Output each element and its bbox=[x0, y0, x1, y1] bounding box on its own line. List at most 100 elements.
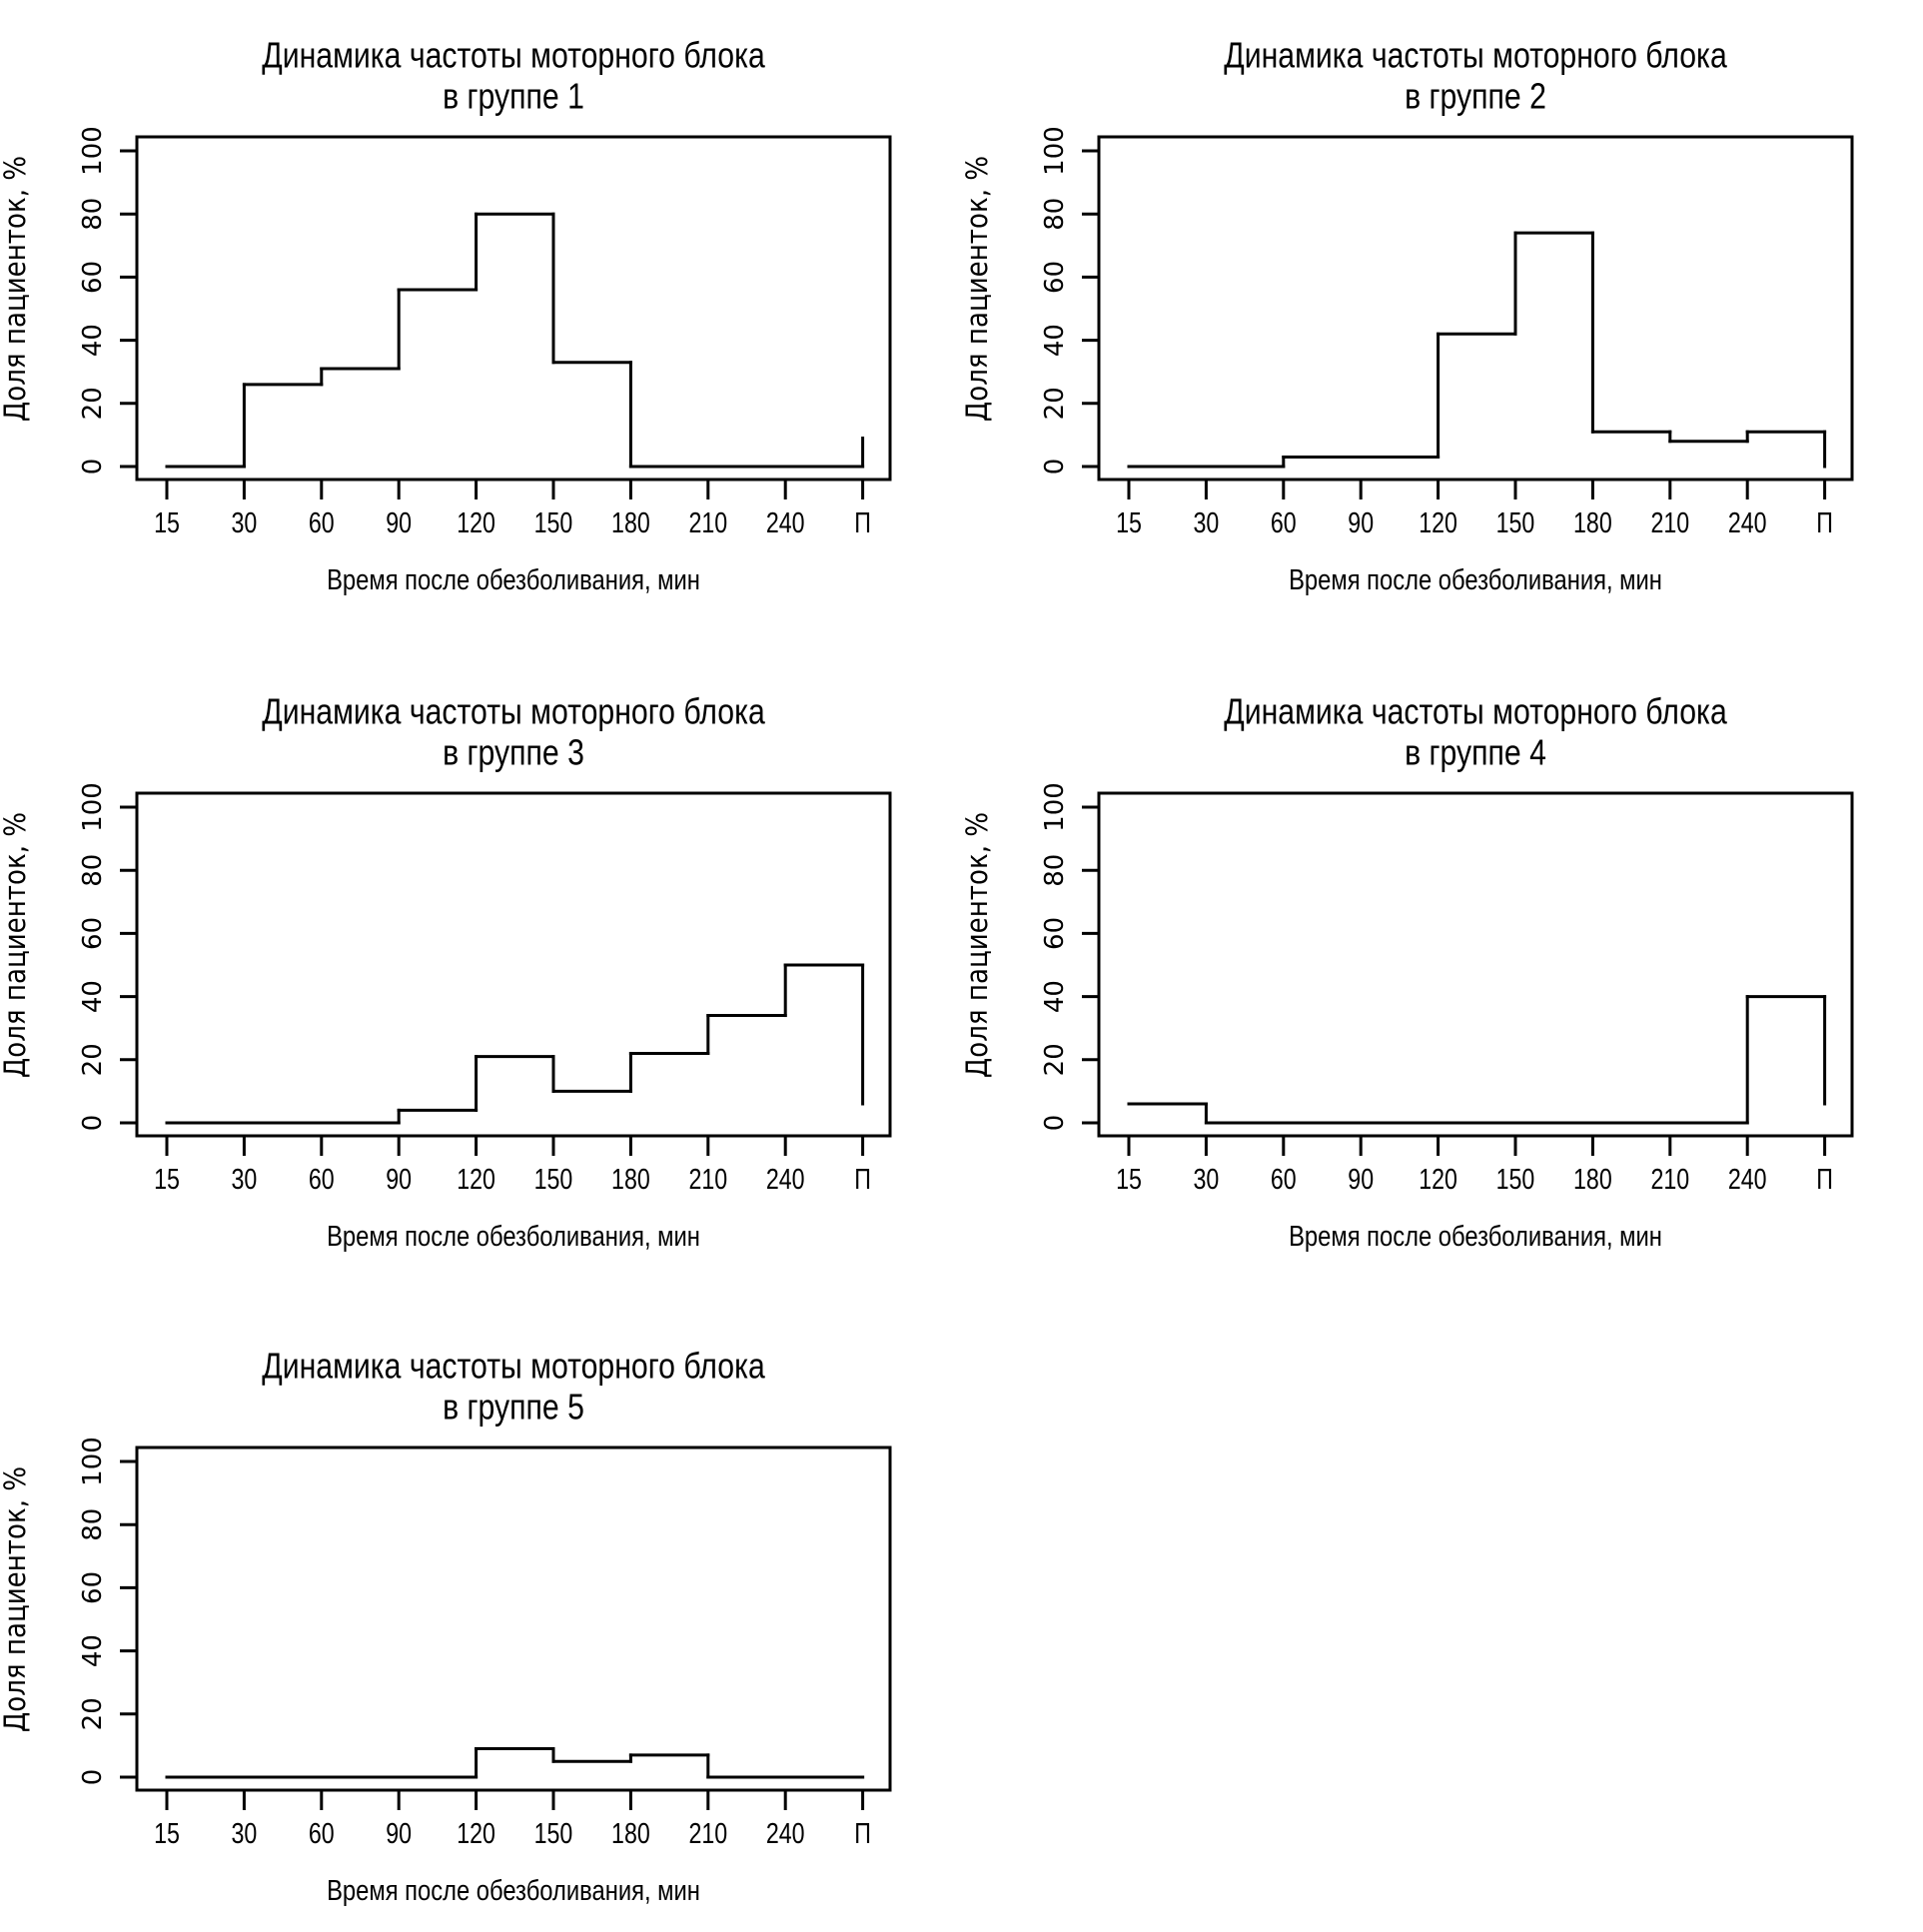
y-tick-label: 0 bbox=[1040, 1115, 1070, 1132]
y-tick-label: 40 bbox=[1040, 980, 1070, 1013]
y-tick-label: 60 bbox=[1040, 917, 1070, 950]
x-tick-label: 30 bbox=[232, 1816, 258, 1849]
x-tick-label: П bbox=[1816, 505, 1833, 538]
x-axis-label: Время после обезболивания, мин bbox=[1289, 1220, 1662, 1253]
y-tick-label: 80 bbox=[78, 198, 108, 231]
plot-frame bbox=[135, 1446, 892, 1792]
y-tick-label: 0 bbox=[78, 1769, 108, 1786]
y-tick-label: 40 bbox=[78, 1634, 108, 1667]
y-tick-label: 100 bbox=[78, 126, 108, 176]
y-tick-label: 0 bbox=[1040, 459, 1070, 476]
x-axis-label: Время после обезболивания, мин bbox=[327, 1874, 700, 1907]
chart-title: Динамика частоты моторного блока bbox=[262, 1347, 765, 1387]
x-tick-label: 15 bbox=[154, 1816, 180, 1849]
y-tick-label: 60 bbox=[78, 261, 108, 294]
y-tick-label: 0 bbox=[78, 459, 108, 476]
x-tick-label: 150 bbox=[1496, 1162, 1535, 1195]
y-tick-label: 100 bbox=[78, 1437, 108, 1486]
x-tick-label: 150 bbox=[534, 505, 573, 538]
y-tick-label: 60 bbox=[78, 1571, 108, 1604]
x-tick-label: 180 bbox=[611, 505, 650, 538]
x-tick-label: 180 bbox=[1573, 505, 1612, 538]
y-tick-label: 20 bbox=[78, 1043, 108, 1076]
y-tick-label: 60 bbox=[1040, 261, 1070, 294]
y-tick-label: 40 bbox=[78, 980, 108, 1013]
y-tick-label: 80 bbox=[1040, 854, 1070, 887]
y-axis-label: Доля пациенток, % bbox=[0, 812, 32, 1078]
x-tick-label: 60 bbox=[309, 1162, 335, 1195]
y-tick-label: 20 bbox=[1040, 1043, 1070, 1076]
x-tick-label: 60 bbox=[309, 505, 335, 538]
x-tick-label: 120 bbox=[457, 505, 495, 538]
x-tick-label: 120 bbox=[457, 1162, 495, 1195]
x-tick-label: 240 bbox=[766, 1816, 805, 1849]
x-tick-label: 150 bbox=[534, 1816, 573, 1849]
x-tick-label: 210 bbox=[688, 505, 727, 538]
x-tick-label: 120 bbox=[1419, 505, 1457, 538]
y-axis-label: Доля пациенток, % bbox=[960, 812, 995, 1078]
y-tick-label: 40 bbox=[78, 324, 108, 357]
x-tick-label: 240 bbox=[1728, 505, 1767, 538]
chart-subtitle: в группе 1 bbox=[443, 77, 584, 117]
x-axis-label: Время после обезболивания, мин bbox=[327, 563, 700, 596]
chart-subtitle: в группе 4 bbox=[1405, 733, 1546, 773]
chart-title: Динамика частоты моторного блока bbox=[262, 36, 765, 76]
x-tick-label: 60 bbox=[1271, 1162, 1297, 1195]
x-tick-label: П bbox=[854, 505, 871, 538]
y-axis-label: Доля пациенток, % bbox=[960, 156, 995, 422]
x-tick-label: П bbox=[854, 1162, 871, 1195]
x-tick-label: 210 bbox=[1650, 1162, 1689, 1195]
x-tick-label: П bbox=[1816, 1162, 1833, 1195]
step-series bbox=[165, 212, 865, 469]
x-tick-label: 240 bbox=[1728, 1162, 1767, 1195]
x-tick-label: 90 bbox=[1348, 1162, 1374, 1195]
y-tick-label: 100 bbox=[1040, 782, 1070, 832]
y-tick-label: 80 bbox=[1040, 198, 1070, 231]
x-tick-label: 240 bbox=[766, 1162, 805, 1195]
x-tick-label: 210 bbox=[688, 1162, 727, 1195]
plot-frame bbox=[135, 791, 892, 1138]
x-tick-label: 30 bbox=[1194, 505, 1220, 538]
chart-subtitle: в группе 5 bbox=[443, 1388, 584, 1428]
x-tick-label: 180 bbox=[611, 1162, 650, 1195]
chart-subtitle: в группе 3 bbox=[443, 733, 584, 773]
step-series bbox=[1127, 231, 1827, 469]
y-tick-label: 0 bbox=[78, 1115, 108, 1132]
y-tick-label: 20 bbox=[78, 1697, 108, 1730]
x-axis-label: Время после обезболивания, мин bbox=[327, 1220, 700, 1253]
x-tick-label: 90 bbox=[386, 505, 412, 538]
plot-frame bbox=[1097, 791, 1854, 1138]
y-tick-label: 40 bbox=[1040, 324, 1070, 357]
plot-frame bbox=[135, 135, 892, 482]
x-tick-label: 90 bbox=[1348, 505, 1374, 538]
x-tick-label: 60 bbox=[309, 1816, 335, 1849]
y-tick-label: 60 bbox=[78, 917, 108, 950]
x-tick-label: 120 bbox=[457, 1816, 495, 1849]
y-tick-label: 20 bbox=[1040, 387, 1070, 420]
x-tick-label: 15 bbox=[154, 505, 180, 538]
y-axis-label: Доля пациенток, % bbox=[0, 1466, 32, 1732]
x-tick-label: 180 bbox=[1573, 1162, 1612, 1195]
step-series bbox=[165, 1747, 865, 1779]
x-tick-label: 150 bbox=[1496, 505, 1535, 538]
x-tick-label: 30 bbox=[1194, 1162, 1220, 1195]
chart-title: Динамика частоты моторного блока bbox=[1224, 36, 1727, 76]
x-axis-label: Время после обезболивания, мин bbox=[1289, 563, 1662, 596]
x-tick-label: 90 bbox=[386, 1816, 412, 1849]
x-tick-label: 15 bbox=[154, 1162, 180, 1195]
x-tick-label: 210 bbox=[1650, 505, 1689, 538]
x-tick-label: 60 bbox=[1271, 505, 1297, 538]
x-tick-label: 150 bbox=[534, 1162, 573, 1195]
x-tick-label: 15 bbox=[1116, 1162, 1142, 1195]
x-tick-label: 240 bbox=[766, 505, 805, 538]
x-tick-label: 120 bbox=[1419, 1162, 1457, 1195]
x-tick-label: 30 bbox=[232, 505, 258, 538]
step-series bbox=[1127, 995, 1827, 1125]
chart-subtitle: в группе 2 bbox=[1405, 77, 1546, 117]
